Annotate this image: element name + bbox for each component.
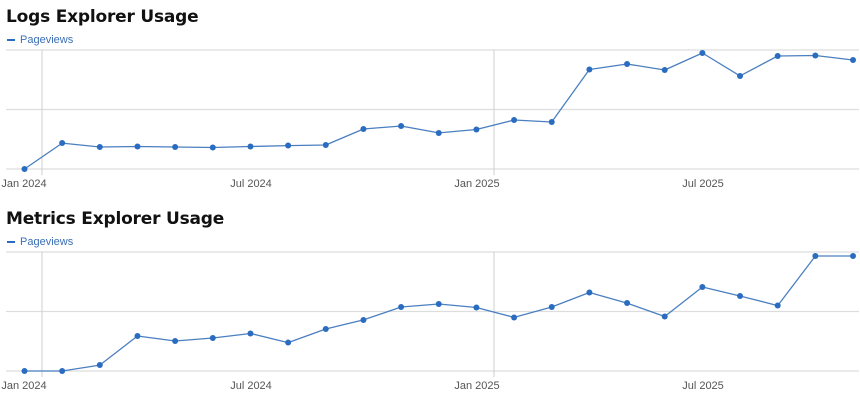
data-point[interactable] [473, 126, 480, 133]
x-axis-tick-label: Jul 2024 [230, 178, 272, 190]
data-point[interactable] [172, 143, 179, 150]
x-axis-tick-label: Jul 2025 [682, 380, 724, 392]
data-point[interactable] [435, 301, 442, 308]
legend-item-pageviews[interactable]: Pageviews [7, 236, 73, 248]
legend-line-icon [7, 241, 15, 243]
data-point[interactable] [247, 330, 254, 337]
legend-item-pageviews[interactable]: Pageviews [7, 34, 73, 46]
data-point[interactable] [699, 283, 706, 290]
x-axis-tick-label: Jul 2025 [682, 178, 724, 190]
data-point[interactable] [21, 166, 28, 172]
data-point[interactable] [398, 123, 405, 130]
data-point[interactable] [624, 61, 631, 68]
data-point[interactable] [511, 116, 518, 123]
chart-title: Metrics Explorer Usage [6, 209, 225, 229]
data-point[interactable] [661, 66, 668, 73]
data-point[interactable] [247, 143, 254, 150]
data-point[interactable] [134, 333, 141, 340]
data-point[interactable] [586, 66, 593, 73]
logs-explorer-chart-panel: Logs Explorer Usage Pageviews Jan 2024 Ju… [0, 0, 860, 200]
data-point[interactable] [360, 316, 367, 323]
data-point[interactable] [473, 304, 480, 311]
data-point[interactable] [661, 313, 668, 320]
data-point[interactable] [59, 368, 66, 374]
data-point[interactable] [548, 303, 555, 310]
data-point[interactable] [586, 289, 593, 296]
legend-line-icon [7, 39, 15, 41]
x-axis-tick-label: Jan 2025 [454, 178, 499, 190]
data-point[interactable] [209, 335, 216, 342]
data-point[interactable] [96, 362, 103, 369]
series-line-pageviews [24, 255, 853, 372]
data-point[interactable] [812, 253, 819, 260]
data-point[interactable] [850, 253, 857, 260]
data-point[interactable] [285, 142, 292, 149]
data-point[interactable] [624, 300, 631, 307]
data-point[interactable] [737, 293, 744, 300]
x-axis-tick-label: Jan 2024 [1, 178, 46, 190]
data-point[interactable] [548, 118, 555, 125]
data-point[interactable] [360, 126, 367, 133]
legend-label: Pageviews [20, 236, 74, 248]
x-axis-tick-label: Jul 2024 [230, 380, 272, 392]
data-point[interactable] [134, 143, 141, 150]
legend-label: Pageviews [20, 34, 74, 46]
data-point[interactable] [435, 129, 442, 136]
chart-title: Logs Explorer Usage [6, 7, 199, 27]
data-point[interactable] [322, 325, 329, 332]
data-point[interactable] [322, 141, 329, 148]
data-point[interactable] [850, 56, 857, 63]
line-chart-plot[interactable]: Jan 2024 Jul 2024 Jan 2025 Jul 2025 [0, 0, 860, 200]
data-point[interactable] [285, 339, 292, 346]
data-point[interactable] [774, 52, 781, 59]
data-point[interactable] [59, 140, 66, 147]
data-point[interactable] [21, 368, 28, 374]
data-point[interactable] [398, 303, 405, 310]
data-point[interactable] [511, 314, 518, 321]
x-axis-tick-label: Jan 2025 [454, 380, 499, 392]
data-point[interactable] [172, 338, 179, 345]
data-point[interactable] [699, 49, 706, 56]
data-point[interactable] [96, 143, 103, 150]
x-axis-tick-label: Jan 2024 [1, 380, 46, 392]
data-point[interactable] [774, 302, 781, 309]
data-point[interactable] [209, 144, 216, 151]
data-point[interactable] [812, 52, 819, 59]
data-point[interactable] [737, 72, 744, 79]
